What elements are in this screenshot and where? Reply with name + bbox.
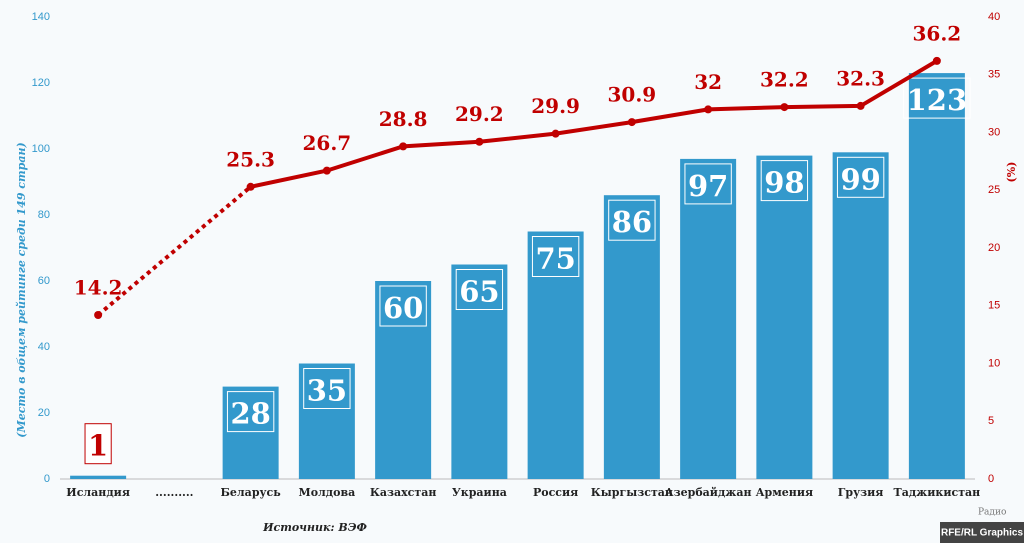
line-value-label: 30.9	[608, 83, 657, 107]
y-tick-label: 140	[32, 11, 50, 23]
bar-value-label: 97	[688, 169, 728, 203]
logo: Радио	[978, 508, 1006, 518]
line-point	[246, 182, 255, 191]
bar-value-label: 99	[840, 162, 880, 196]
bar-value-label: 28	[230, 397, 270, 431]
line-value-label: 26.7	[303, 131, 352, 155]
y-tick-label: 80	[38, 209, 50, 221]
line-value-label: 28.8	[379, 107, 428, 131]
y-axis-title: (Место в общем рейтинге среди 149 стран)	[15, 142, 28, 437]
y-tick-label: 40	[38, 341, 50, 353]
line-point	[551, 129, 560, 138]
bar-value-box	[84, 423, 112, 465]
x-tick-label: ..........	[155, 486, 193, 499]
y-tick-label: 100	[32, 143, 50, 155]
bar-value-label: 75	[535, 242, 575, 276]
y2-tick-label: 35	[988, 69, 1000, 81]
line-value-label: 29.2	[455, 102, 504, 126]
y2-tick-label: 15	[988, 300, 1000, 312]
y2-axis-title: (%)	[1005, 162, 1018, 183]
y-tick-label: 120	[32, 77, 50, 89]
bar-value-box	[226, 391, 275, 433]
bar-value-box	[684, 163, 732, 205]
bar	[298, 363, 355, 479]
bar-value-box	[455, 269, 504, 310]
y-tick-label: 0	[44, 473, 50, 485]
bar-value-label: 98	[764, 166, 804, 200]
credit-box	[940, 522, 1024, 543]
line-value-label: 32	[694, 70, 722, 94]
bar-value-label: 1	[88, 429, 108, 463]
x-tick-label: Армения	[756, 486, 814, 499]
x-tick-label: Украина	[452, 486, 507, 499]
x-tick-label: Кыргызстан	[591, 486, 673, 499]
bar-value-box	[303, 368, 351, 409]
bar-value-box	[608, 199, 656, 241]
y2-tick-label: 10	[988, 357, 1000, 369]
bar	[908, 73, 965, 479]
y2-tick-label: 5	[988, 415, 994, 427]
line-point	[856, 101, 865, 110]
gap-bridge	[96, 185, 252, 317]
x-tick-label: Россия	[533, 486, 578, 499]
bar-value-label: 35	[307, 374, 347, 408]
line-value-label: 14.2	[74, 275, 123, 299]
bar	[832, 152, 889, 480]
x-tick-label: Казахстан	[370, 486, 437, 499]
line-value-label: 25.3	[226, 147, 275, 171]
y-tick-label: 60	[38, 275, 50, 287]
x-tick-label: Азербайджан	[665, 486, 752, 499]
line	[250, 59, 938, 189]
bar	[680, 158, 737, 479]
line-point	[94, 310, 103, 319]
bar	[527, 231, 584, 479]
bar-value-label: 60	[383, 291, 423, 325]
bar	[451, 264, 508, 479]
line-point	[322, 166, 331, 175]
source: Источник: ВЭФ	[262, 521, 367, 534]
line-point	[399, 142, 408, 151]
credit: RFE/RL Graphics	[941, 528, 1023, 539]
y2-tick-label: 40	[988, 11, 1000, 23]
bar-value-box	[760, 160, 809, 202]
line-point	[627, 118, 636, 127]
y2-tick-label: 30	[988, 126, 1000, 138]
line-point	[780, 103, 789, 112]
line-point	[475, 137, 484, 146]
line-point	[932, 56, 941, 65]
x-tick-label: Таджикистан	[894, 486, 981, 499]
bar	[70, 475, 127, 479]
bar-value-label: 65	[459, 275, 499, 309]
x-tick-label: Беларусь	[221, 486, 282, 499]
bar-value-box	[531, 236, 580, 277]
line-value-label: 32.3	[836, 66, 885, 90]
bar	[222, 386, 279, 479]
bar-value-box	[903, 77, 971, 119]
bar	[375, 281, 432, 479]
y2-tick-label: 25	[988, 184, 1000, 196]
bar	[603, 195, 660, 479]
x-tick-label: Исландия	[66, 486, 130, 499]
bar	[756, 155, 813, 479]
bar-value-label: 123	[907, 83, 968, 117]
line-value-label: 32.2	[760, 68, 809, 92]
line-value-label: 36.2	[913, 21, 962, 45]
x-tick-label: Грузия	[838, 486, 884, 499]
bar-value-box	[836, 156, 885, 198]
y2-tick-label: 0	[988, 473, 994, 485]
bar-value-label: 86	[612, 205, 652, 239]
y2-tick-label: 20	[988, 242, 1000, 254]
y-tick-label: 20	[38, 407, 50, 419]
bar-value-box	[379, 285, 427, 327]
line-point	[704, 105, 713, 114]
line-value-label: 29.9	[531, 94, 580, 118]
x-tick-label: Молдова	[299, 486, 356, 499]
